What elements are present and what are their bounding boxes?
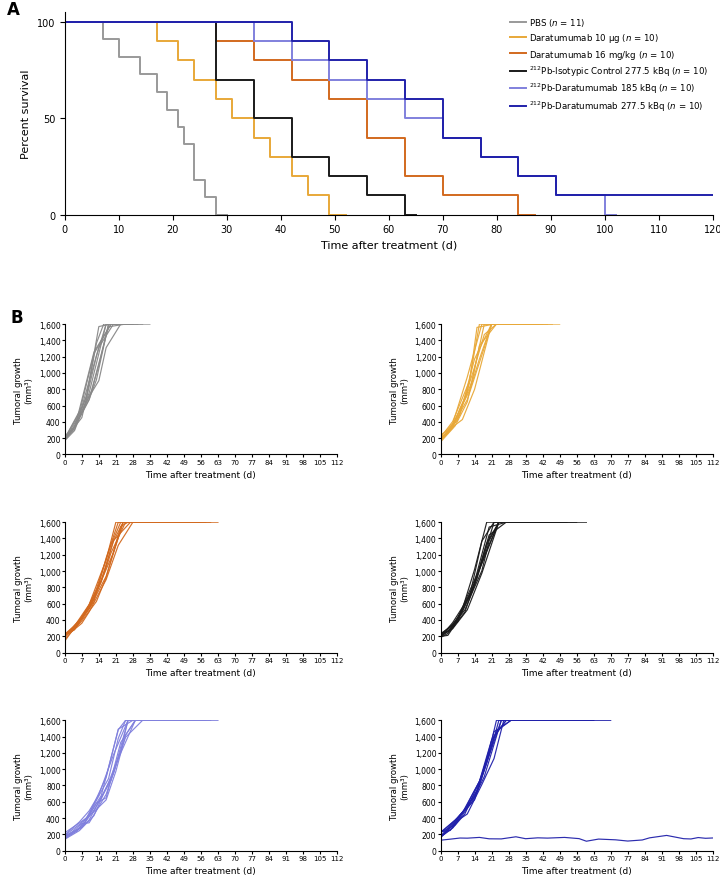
- Y-axis label: Tumoral growth
(mm³): Tumoral growth (mm³): [390, 356, 409, 424]
- Y-axis label: Tumoral growth
(mm³): Tumoral growth (mm³): [14, 752, 33, 819]
- X-axis label: Time after treatment (d): Time after treatment (d): [521, 866, 632, 875]
- Y-axis label: Tumoral growth
(mm³): Tumoral growth (mm³): [390, 554, 409, 621]
- Text: B: B: [10, 309, 23, 327]
- Text: A: A: [6, 1, 19, 19]
- Y-axis label: Tumoral growth
(mm³): Tumoral growth (mm³): [14, 554, 33, 621]
- Y-axis label: Tumoral growth
(mm³): Tumoral growth (mm³): [14, 356, 33, 424]
- X-axis label: Time after treatment (d): Time after treatment (d): [521, 668, 632, 678]
- X-axis label: Time after treatment (d): Time after treatment (d): [320, 240, 457, 251]
- X-axis label: Time after treatment (d): Time after treatment (d): [145, 866, 256, 875]
- Legend: PBS ($n$ = 11), Daratumumab 10 μg ($n$ = 10), Daratumumab 16 mg/kg ($n$ = 10), $: PBS ($n$ = 11), Daratumumab 10 μg ($n$ =…: [507, 14, 712, 117]
- X-axis label: Time after treatment (d): Time after treatment (d): [145, 668, 256, 678]
- Y-axis label: Tumoral growth
(mm³): Tumoral growth (mm³): [390, 752, 409, 819]
- X-axis label: Time after treatment (d): Time after treatment (d): [521, 471, 632, 480]
- X-axis label: Time after treatment (d): Time after treatment (d): [145, 471, 256, 480]
- Y-axis label: Percent survival: Percent survival: [21, 69, 31, 159]
